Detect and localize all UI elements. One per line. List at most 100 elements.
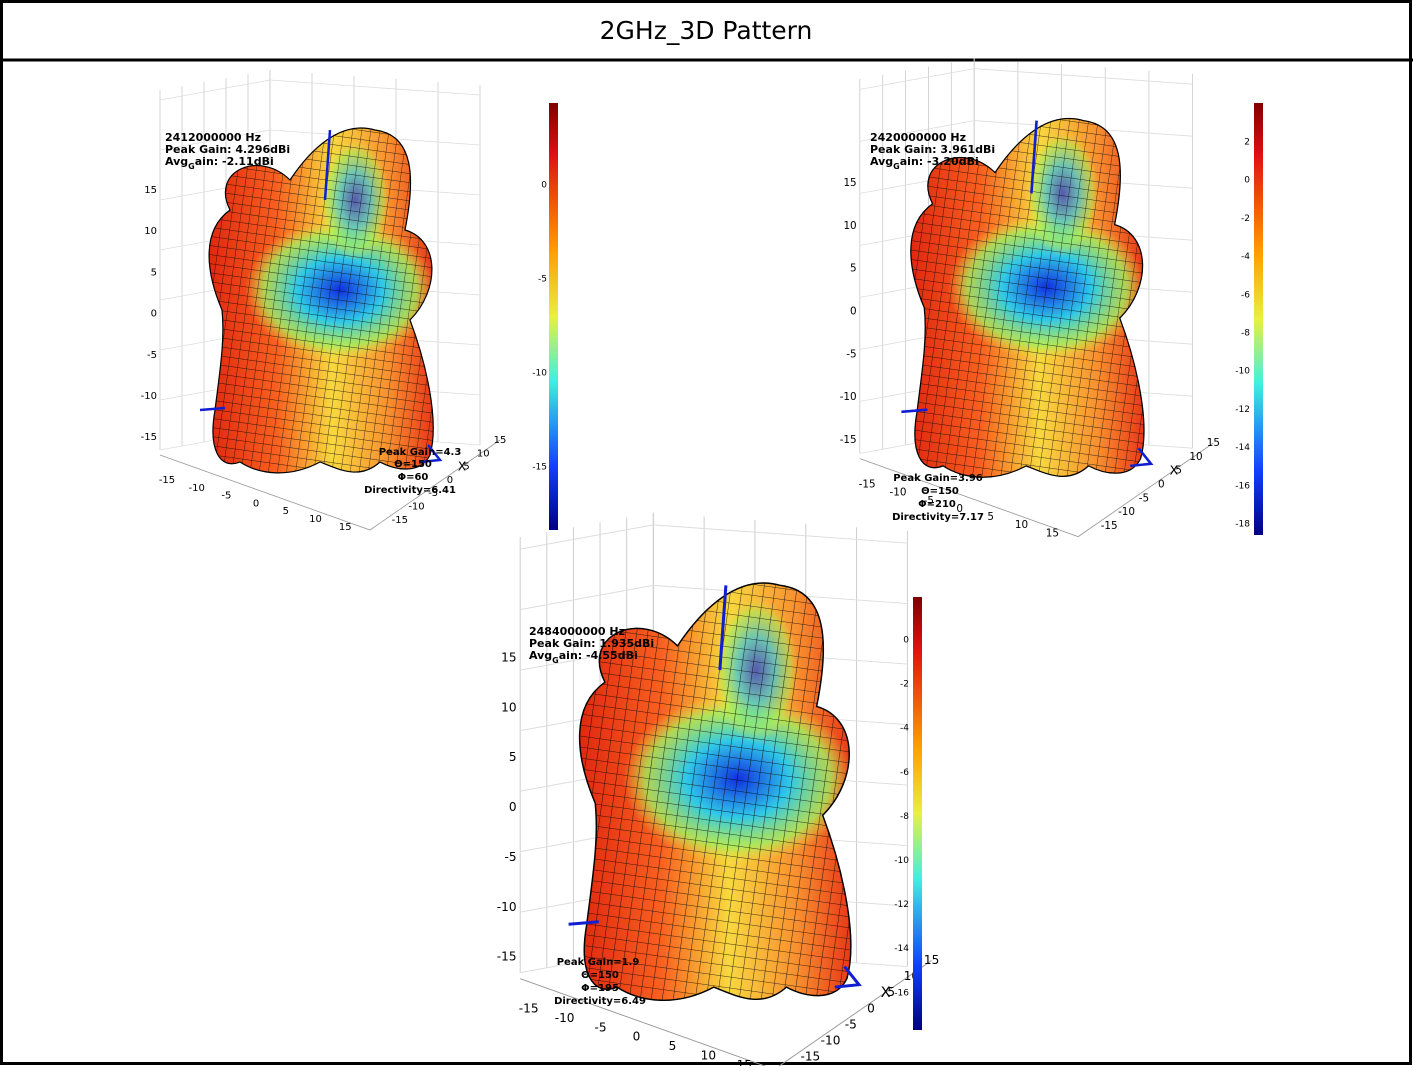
y-tick-label: -15 xyxy=(1101,520,1118,532)
box-grid xyxy=(974,69,1192,85)
y-tick-label: -15 xyxy=(800,1050,820,1064)
x-tick-label: -10 xyxy=(889,487,906,499)
z-tick-label: 15 xyxy=(144,185,157,196)
marker-label: Φ=60 xyxy=(398,472,429,483)
colorbar-tick-label: 2 xyxy=(1244,138,1250,148)
box-grid xyxy=(860,69,974,90)
x-tick-label: 10 xyxy=(1015,519,1028,531)
z-tick-label: 15 xyxy=(501,651,516,665)
z-tick-label: -5 xyxy=(846,348,856,360)
marker-label: Peak Gain=3.96 xyxy=(893,473,983,484)
colorbar-tick-label: -4 xyxy=(1241,252,1250,262)
x-tick-label: 10 xyxy=(701,1049,716,1063)
colorbar xyxy=(549,103,558,530)
z-tick-label: -10 xyxy=(497,900,517,914)
colorbar-tick-label: -16 xyxy=(1235,481,1250,491)
y-tick-label: -10 xyxy=(408,502,424,513)
colorbar-tick-label: -16 xyxy=(894,988,909,998)
y-tick-label: 15 xyxy=(1207,437,1220,449)
colorbar-tick-label: -8 xyxy=(900,812,909,822)
z-tick-label: -5 xyxy=(505,850,517,864)
colorbar xyxy=(1254,103,1263,535)
avg-gain-subscript: G xyxy=(893,162,900,171)
z-tick-label: 10 xyxy=(144,226,157,237)
z-tick-label: -15 xyxy=(141,432,157,443)
marker-label: Peak Gain=4.3 xyxy=(379,447,462,458)
y-tick-label: -15 xyxy=(392,515,408,526)
z-tick-label: 0 xyxy=(850,306,857,318)
marker-label: Θ=150 xyxy=(921,486,959,497)
z-tick-label: 5 xyxy=(850,263,857,275)
z-tick-label: 5 xyxy=(151,267,157,278)
page-title: 2GHz_3D Pattern xyxy=(600,16,813,45)
x-tick-label: 5 xyxy=(283,506,289,517)
y-tick-label: 10 xyxy=(1189,451,1202,463)
y-tick-label: -10 xyxy=(1118,506,1135,518)
x-tick-label: -15 xyxy=(159,475,175,486)
y-tick-label: -10 xyxy=(821,1033,841,1047)
z-tick-label: 0 xyxy=(151,309,157,320)
z-tick-label: 10 xyxy=(843,220,856,232)
x-tick-label: 5 xyxy=(669,1039,677,1053)
z-tick-label: -15 xyxy=(840,434,857,446)
x-axis-label: X xyxy=(881,985,891,1001)
box-grid xyxy=(160,80,270,100)
colorbar xyxy=(913,597,922,1030)
z-tick-label: -15 xyxy=(497,950,517,964)
z-tick-label: 5 xyxy=(509,750,517,764)
colorbar-tick-label: -10 xyxy=(894,856,909,866)
x-tick-label: 5 xyxy=(987,511,994,523)
marker-label: Φ=210 xyxy=(918,499,956,510)
colorbar-tick-label: -6 xyxy=(1241,290,1250,300)
page: 2GHz_3D Pattern 151050-5-10-15-15-10-505… xyxy=(0,0,1413,1066)
colorbar-tick-label: -12 xyxy=(894,900,909,910)
x-axis-label: X xyxy=(1170,463,1179,478)
avg-gain-prefix: Avg xyxy=(529,649,552,662)
avg-gain-subscript: G xyxy=(188,162,195,171)
y-tick-label: 10 xyxy=(477,448,490,459)
colorbar-tick-label: 0 xyxy=(541,181,547,191)
x-tick-label: -5 xyxy=(595,1020,607,1034)
y-tick-label: 0 xyxy=(867,1001,875,1015)
x-tick-label: -10 xyxy=(189,483,205,494)
marker-label: Θ=150 xyxy=(581,970,619,981)
y-tick-label: 0 xyxy=(1158,478,1165,490)
avg-gain-suffix: ain: -4.55dBi xyxy=(559,649,638,662)
x-tick-label: -15 xyxy=(859,479,876,491)
avg-gain-suffix: ain: -2.11dBi xyxy=(195,155,274,168)
colorbar-tick-label: -4 xyxy=(900,724,909,734)
colorbar-tick-label: -2 xyxy=(1241,214,1250,224)
colorbar-tick-label: -2 xyxy=(900,680,909,690)
marker-label: Φ=195 xyxy=(581,983,619,994)
avg-gain-prefix: Avg xyxy=(870,155,893,168)
y-tick-label: 15 xyxy=(494,435,507,446)
avg-gain-subscript: G xyxy=(552,656,559,665)
z-tick-label: 0 xyxy=(509,800,517,814)
marker-label: Θ=150 xyxy=(394,459,432,470)
z-tick-label: -5 xyxy=(147,350,157,361)
colorbar-tick-label: -10 xyxy=(1235,367,1250,377)
marker-label: Directivity=6.41 xyxy=(364,485,456,496)
z-tick-label: 15 xyxy=(843,177,856,189)
y-tick-label: -5 xyxy=(1139,492,1149,504)
marker-label: Directivity=6.49 xyxy=(554,996,646,1007)
x-tick-label: -10 xyxy=(555,1011,575,1025)
colorbar-tick-label: -18 xyxy=(1235,520,1250,530)
x-tick-label: 15 xyxy=(737,1058,752,1066)
box-grid xyxy=(520,585,653,609)
marker-label: Directivity=7.17 xyxy=(892,512,984,523)
box-grid xyxy=(520,525,653,549)
box-grid xyxy=(270,80,480,95)
colorbar-tick-label: 0 xyxy=(1244,176,1250,186)
x-axis-label: X xyxy=(458,460,466,474)
x-tick-label: 0 xyxy=(253,498,259,509)
pattern-plot: 151050-5-10-15-15-10-5051015151050-5-10-… xyxy=(496,513,980,1066)
avg-gain-suffix: ain: -3.20dBi xyxy=(900,155,979,168)
colorbar-tick-label: -12 xyxy=(1235,405,1250,415)
z-tick-label: -10 xyxy=(840,391,857,403)
box-grid xyxy=(653,525,907,543)
z-tick-label: -10 xyxy=(141,391,157,402)
colorbar-tick-label: -10 xyxy=(532,369,547,379)
colorbar-tick-label: -5 xyxy=(538,275,547,285)
x-tick-label: 15 xyxy=(1046,527,1059,539)
